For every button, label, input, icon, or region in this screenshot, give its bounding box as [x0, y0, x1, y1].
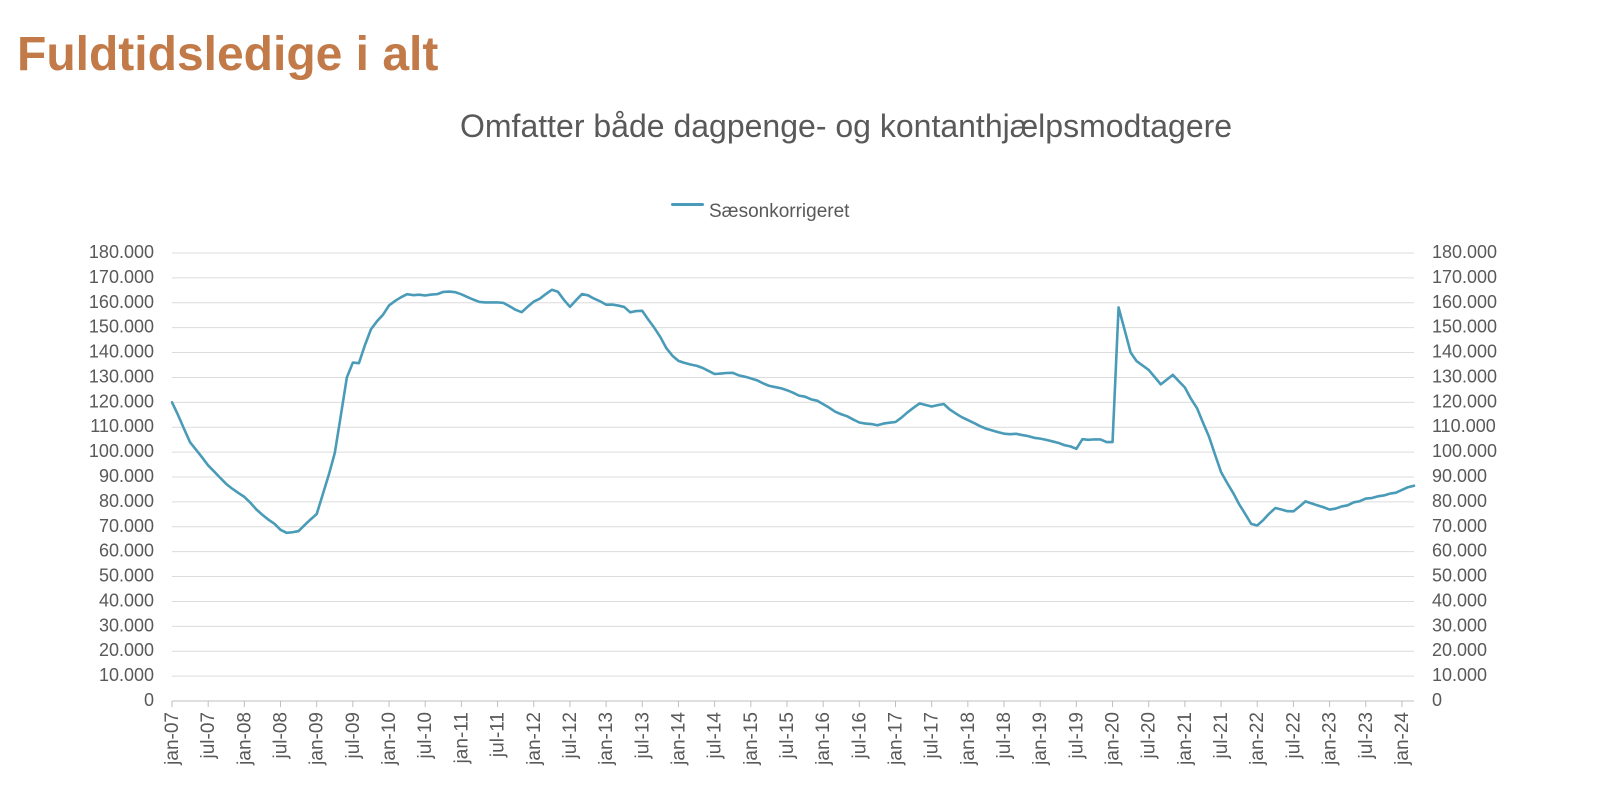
svg-text:jul-08: jul-08 [271, 712, 292, 759]
svg-text:170.000: 170.000 [89, 267, 154, 287]
svg-text:80.000: 80.000 [1432, 491, 1487, 511]
svg-text:0: 0 [144, 690, 154, 710]
svg-text:110.000: 110.000 [90, 416, 154, 436]
svg-text:jan-10: jan-10 [379, 712, 400, 766]
svg-text:100.000: 100.000 [1432, 441, 1497, 461]
svg-text:50.000: 50.000 [99, 566, 154, 586]
svg-text:jan-16: jan-16 [813, 712, 834, 766]
svg-text:120.000: 120.000 [1432, 391, 1497, 411]
svg-text:130.000: 130.000 [89, 366, 154, 386]
svg-text:40.000: 40.000 [99, 590, 154, 610]
svg-text:jul-16: jul-16 [849, 712, 870, 759]
svg-text:jan-21: jan-21 [1175, 712, 1196, 766]
svg-text:30.000: 30.000 [1432, 615, 1487, 635]
svg-text:140.000: 140.000 [89, 342, 154, 362]
svg-text:jan-13: jan-13 [596, 712, 617, 766]
svg-text:jan-15: jan-15 [741, 712, 762, 766]
svg-text:150.000: 150.000 [1432, 317, 1497, 337]
svg-text:jul-23: jul-23 [1356, 712, 1377, 759]
svg-text:20.000: 20.000 [1432, 640, 1487, 660]
svg-text:70.000: 70.000 [1432, 516, 1487, 536]
svg-text:60.000: 60.000 [1432, 541, 1487, 561]
svg-text:jul-21: jul-21 [1211, 712, 1232, 759]
svg-text:10.000: 10.000 [99, 665, 154, 685]
svg-text:jan-24: jan-24 [1392, 712, 1413, 766]
svg-text:130.000: 130.000 [1432, 366, 1497, 386]
svg-text:jan-22: jan-22 [1247, 712, 1268, 766]
svg-text:180.000: 180.000 [1432, 242, 1497, 262]
svg-text:jul-09: jul-09 [343, 712, 364, 759]
svg-text:140.000: 140.000 [1432, 342, 1497, 362]
svg-text:150.000: 150.000 [89, 317, 154, 337]
svg-text:90.000: 90.000 [1432, 466, 1487, 486]
svg-text:jul-15: jul-15 [777, 712, 798, 759]
svg-text:30.000: 30.000 [99, 615, 154, 635]
svg-text:jul-07: jul-07 [198, 712, 219, 759]
svg-text:90.000: 90.000 [99, 466, 154, 486]
svg-text:40.000: 40.000 [1432, 590, 1487, 610]
svg-text:jul-20: jul-20 [1139, 712, 1160, 759]
svg-text:jan-23: jan-23 [1320, 712, 1341, 766]
svg-text:60.000: 60.000 [99, 541, 154, 561]
svg-text:10.000: 10.000 [1432, 665, 1487, 685]
svg-text:jan-20: jan-20 [1103, 712, 1124, 766]
svg-text:jul-12: jul-12 [560, 712, 581, 759]
svg-text:80.000: 80.000 [99, 491, 154, 511]
svg-text:jul-11: jul-11 [488, 712, 509, 758]
svg-text:jan-09: jan-09 [307, 712, 328, 766]
svg-text:jan-07: jan-07 [162, 712, 183, 766]
svg-text:120.000: 120.000 [89, 391, 154, 411]
svg-text:jan-12: jan-12 [524, 712, 545, 766]
svg-text:jul-22: jul-22 [1283, 712, 1304, 759]
svg-text:100.000: 100.000 [89, 441, 154, 461]
svg-text:jan-17: jan-17 [886, 712, 907, 766]
svg-text:160.000: 160.000 [89, 292, 154, 312]
svg-text:jul-13: jul-13 [632, 712, 653, 759]
svg-text:160.000: 160.000 [1432, 292, 1497, 312]
svg-text:180.000: 180.000 [89, 242, 154, 262]
svg-text:jan-14: jan-14 [668, 712, 689, 766]
svg-text:50.000: 50.000 [1432, 566, 1487, 586]
svg-text:jul-17: jul-17 [922, 712, 943, 759]
svg-text:jan-19: jan-19 [1030, 712, 1051, 766]
svg-text:jan-18: jan-18 [958, 712, 979, 766]
svg-text:jan-08: jan-08 [234, 712, 255, 766]
svg-text:jan-11: jan-11 [451, 712, 472, 764]
svg-text:jul-14: jul-14 [705, 712, 726, 760]
svg-text:70.000: 70.000 [99, 516, 154, 536]
svg-text:jul-19: jul-19 [1066, 712, 1087, 759]
svg-text:170.000: 170.000 [1432, 267, 1497, 287]
svg-text:0: 0 [1432, 690, 1442, 710]
svg-text:jul-10: jul-10 [415, 712, 436, 759]
svg-text:jul-18: jul-18 [994, 712, 1015, 759]
svg-text:20.000: 20.000 [99, 640, 154, 660]
svg-text:110.000: 110.000 [1432, 416, 1496, 436]
